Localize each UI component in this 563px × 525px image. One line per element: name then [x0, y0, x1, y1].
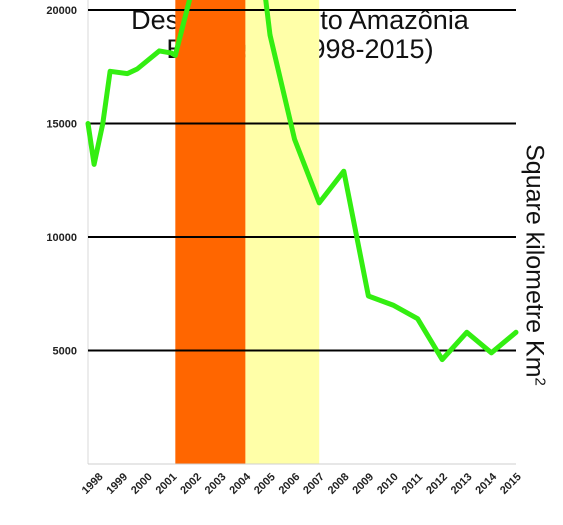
- x-tick-label-2006: 2006: [277, 471, 303, 497]
- x-tick-label-2013: 2013: [449, 471, 475, 497]
- x-tick-label-2001: 2001: [154, 471, 180, 497]
- series-line-1: [85, 0, 519, 363]
- x-tick-label-2005: 2005: [252, 471, 278, 497]
- y-tick-label-20000: 20000: [46, 5, 77, 17]
- x-tick-label-2000: 2000: [129, 471, 155, 497]
- x-tick-label-2010: 2010: [375, 471, 401, 497]
- shaded-region-1: [175, 0, 246, 464]
- x-tick-label-2008: 2008: [326, 471, 352, 497]
- x-tick-label-2003: 2003: [203, 471, 229, 497]
- x-tick-label-2007: 2007: [301, 471, 327, 497]
- x-tick-label-2012: 2012: [424, 471, 450, 497]
- x-tick-label-2015: 2015: [498, 471, 524, 497]
- x-tick-label-2002: 2002: [178, 471, 204, 497]
- x-tick-label-2004: 2004: [227, 470, 253, 496]
- x-tick-label-1998: 1998: [80, 471, 106, 497]
- y-tick-label-15000: 15000: [46, 119, 77, 131]
- x-tick-label-2011: 2011: [400, 471, 425, 496]
- x-tick-label-1999: 1999: [104, 471, 130, 497]
- shaded-region-2: [245, 0, 320, 464]
- x-tick-label-2014: 2014: [473, 470, 499, 496]
- y-tick-label-5000: 5000: [53, 346, 77, 358]
- x-tick-label-2009: 2009: [350, 471, 376, 497]
- y-tick-label-10000: 10000: [46, 232, 77, 244]
